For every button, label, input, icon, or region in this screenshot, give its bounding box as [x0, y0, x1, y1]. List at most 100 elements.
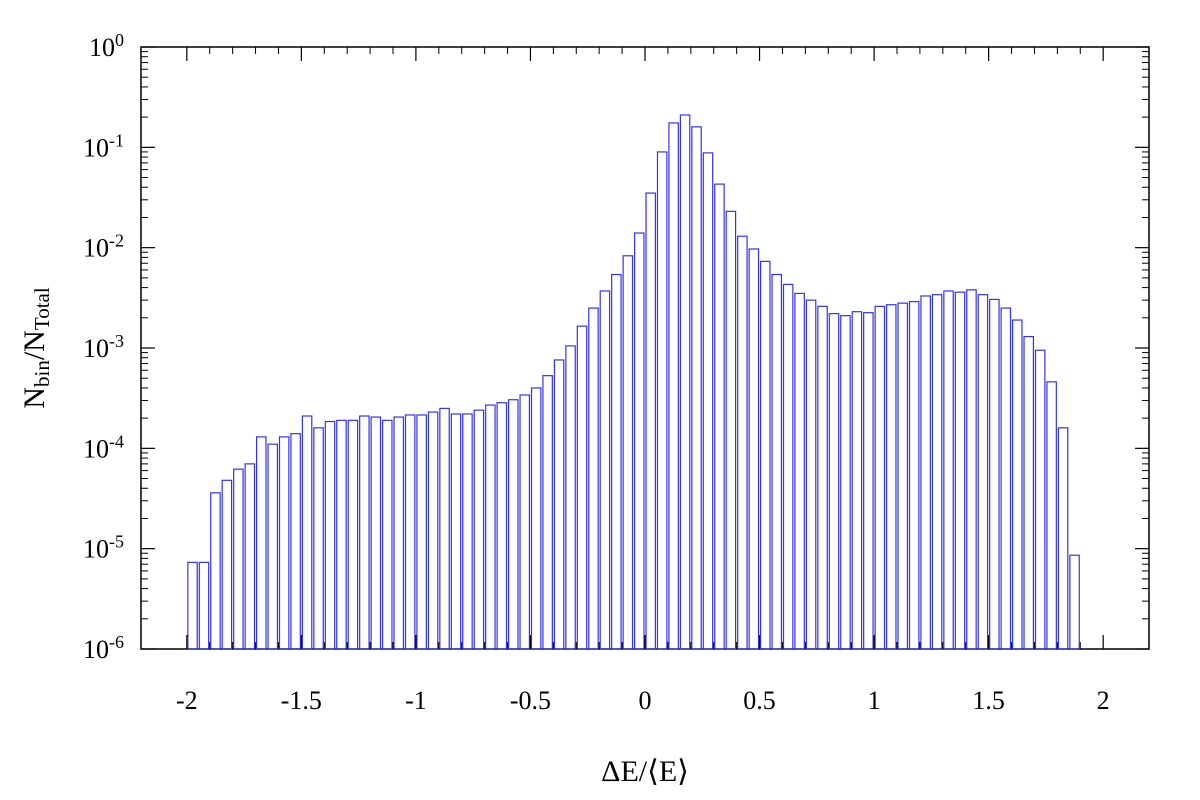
x-tick-label: 0	[639, 686, 652, 715]
histogram-bar	[416, 414, 427, 650]
histogram-bar	[221, 479, 233, 650]
histogram-bar	[267, 443, 279, 650]
histogram-bar	[679, 114, 691, 650]
histogram-bar	[885, 304, 897, 650]
histogram-bar	[737, 235, 748, 650]
histogram-bar	[1046, 381, 1057, 650]
histogram-bar	[576, 325, 588, 650]
histogram-bar	[336, 419, 347, 650]
histogram-bar	[553, 359, 565, 650]
y-axis-title: Nbin/NTotal	[18, 287, 54, 409]
histogram-bar	[943, 290, 954, 650]
x-tick-label: -0.5	[510, 686, 551, 715]
histogram-bar	[989, 298, 1000, 650]
histogram-bar	[748, 248, 760, 650]
histogram-bar	[496, 402, 508, 650]
y-tick-label: 100	[89, 30, 124, 62]
histogram-bar	[462, 413, 473, 650]
histogram-bar	[851, 311, 863, 650]
histogram-bar	[324, 420, 336, 650]
histogram-bar	[1000, 307, 1012, 650]
histogram-bar	[439, 407, 450, 650]
histogram-bar	[542, 375, 553, 650]
histogram-bar	[794, 292, 805, 650]
histogram-bar	[611, 273, 622, 650]
histogram-bar	[954, 291, 966, 650]
histogram-bar	[759, 260, 771, 650]
histogram-bar	[966, 289, 977, 650]
plot-frame	[140, 46, 1150, 650]
histogram-bar	[210, 492, 221, 650]
y-tick-label: 10-6	[83, 632, 124, 664]
y-tick-labels: 100 10-1 10-2 10-3 10-4 10-5 10-6	[83, 30, 124, 664]
histogram-bar	[473, 409, 485, 650]
histogram-bar	[507, 399, 519, 650]
x-tick-label: 1	[868, 686, 881, 715]
x-tick-label: -2	[176, 686, 198, 715]
histogram-bar	[1034, 349, 1046, 650]
histogram-bar	[1023, 335, 1035, 650]
histogram-bar	[714, 183, 725, 650]
x-tick-label: 2	[1097, 686, 1110, 715]
histogram-bar	[301, 415, 313, 650]
y-tick-label: 10-4	[83, 431, 124, 463]
histogram-bar	[840, 315, 851, 650]
histogram-bar	[725, 210, 737, 650]
y-tick-label: 10-3	[83, 331, 124, 363]
histogram-bar	[828, 313, 840, 650]
histogram-bar	[233, 468, 244, 650]
bar-series	[187, 114, 1080, 650]
histogram-bar	[370, 416, 382, 650]
histogram-bar	[347, 419, 359, 650]
histogram-bar	[359, 415, 370, 650]
histogram-bar	[198, 561, 210, 650]
histogram-bar	[381, 419, 393, 650]
histogram-bar	[817, 305, 828, 650]
histogram-bar	[255, 436, 267, 650]
histogram-bar	[633, 232, 645, 650]
histogram-bar	[920, 295, 931, 650]
histogram-bar	[393, 416, 405, 650]
histogram-bar	[1069, 554, 1080, 650]
histogram-bar	[450, 413, 462, 650]
x-axis-title: ΔE/⟨E⟩	[601, 755, 689, 788]
x-tick-label: -1	[405, 686, 427, 715]
histogram-bar	[599, 290, 611, 650]
histogram-bar	[404, 414, 416, 650]
histogram-bar	[977, 294, 989, 650]
y-tick-label: 10-5	[83, 532, 124, 564]
histogram-bar	[771, 273, 783, 650]
histogram-bar	[244, 463, 256, 650]
x-tick-label: 0.5	[743, 686, 776, 715]
histogram-bar	[1057, 427, 1069, 650]
histogram-bar	[874, 305, 886, 650]
x-tick-labels: -2 -1.5 -1 -0.5 0 0.5 1 1.5 2	[176, 686, 1110, 715]
histogram-bar	[908, 301, 920, 650]
histogram-bar	[645, 192, 657, 650]
histogram-bar	[622, 255, 634, 650]
histogram-bar	[530, 387, 542, 650]
histogram-bar	[805, 299, 817, 650]
x-tick-label: 1.5	[972, 686, 1005, 715]
histogram-bar	[782, 283, 794, 650]
histogram-bar	[931, 294, 943, 650]
histogram-bar	[691, 126, 702, 650]
histogram-bar	[1011, 319, 1023, 650]
histogram-bar	[427, 411, 439, 650]
histogram-bar	[897, 302, 909, 650]
histogram-bar	[290, 433, 301, 650]
histogram-bar	[702, 152, 714, 650]
histogram-bar	[565, 345, 576, 650]
histogram-bar	[656, 151, 668, 650]
histogram-bar	[313, 427, 324, 650]
histogram-bar	[863, 312, 874, 650]
y-tick-label: 10-2	[83, 231, 124, 263]
histogram-bar	[485, 404, 496, 650]
histogram-bar	[278, 436, 290, 650]
histogram-bar	[668, 122, 679, 650]
histogram-bar	[519, 394, 531, 650]
y-tick-label: 10-1	[83, 130, 124, 162]
x-tick-label: -1.5	[281, 686, 322, 715]
axis-ticks	[141, 46, 1149, 650]
